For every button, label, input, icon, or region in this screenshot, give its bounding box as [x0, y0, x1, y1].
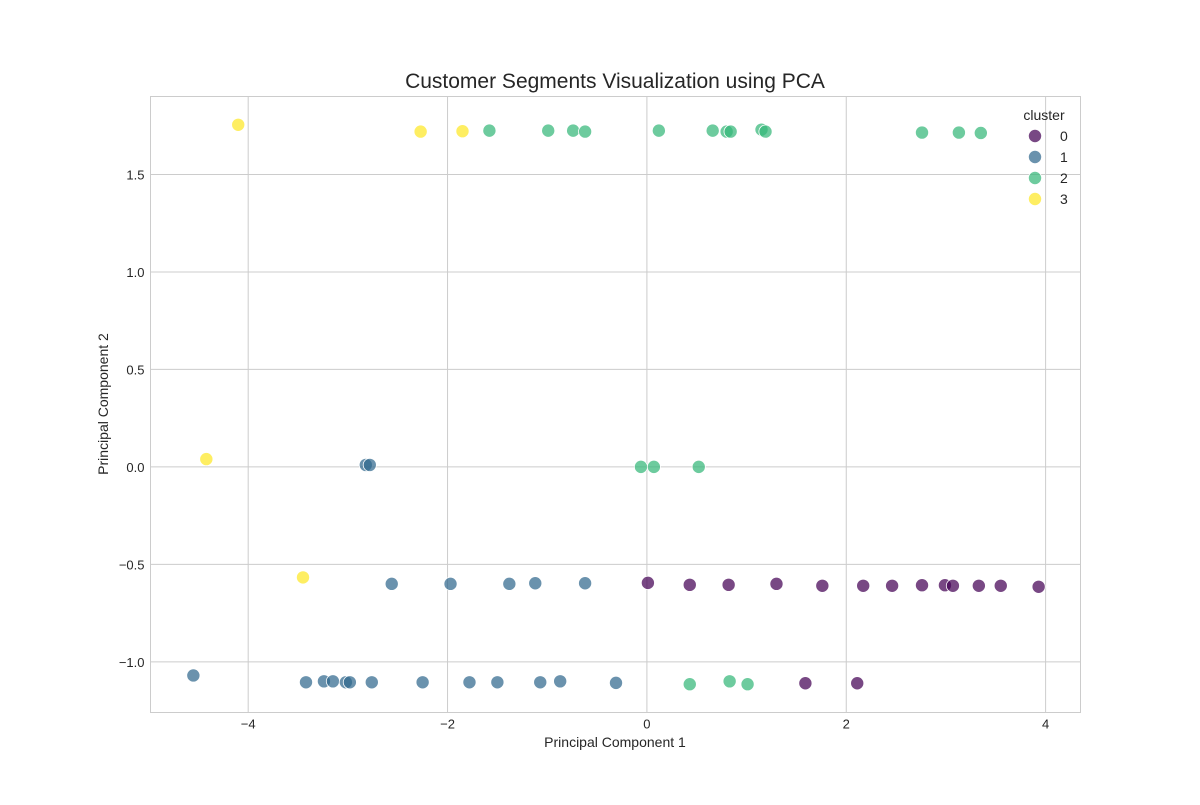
data-point	[364, 675, 379, 690]
data-point	[723, 124, 738, 139]
data-point	[325, 674, 340, 689]
legend-marker	[1028, 149, 1043, 164]
data-point	[705, 123, 720, 138]
data-point	[951, 125, 966, 140]
y-tick-label: 1.5	[126, 167, 144, 182]
data-point	[455, 124, 470, 139]
x-tick-label: −4	[241, 717, 256, 732]
legend-label: 2	[1060, 170, 1068, 186]
legend-marker	[1028, 191, 1043, 206]
data-point	[528, 576, 543, 591]
data-point	[633, 459, 648, 474]
data-point	[490, 675, 505, 690]
x-tick-label: 0	[643, 717, 650, 732]
legend-item-2: 2	[1028, 170, 1068, 186]
legend: cluster 0 1 2 3	[1023, 107, 1068, 207]
y-tick-label: 1.0	[126, 265, 144, 280]
y-tick-label: −0.5	[119, 557, 145, 572]
data-point	[758, 124, 773, 139]
data-point	[362, 457, 377, 472]
data-point	[722, 674, 737, 689]
data-point	[721, 577, 736, 592]
chart-title: Customer Segments Visualization using PC…	[405, 70, 825, 93]
data-point	[740, 677, 755, 692]
data-point	[856, 578, 871, 593]
data-points	[186, 117, 1046, 692]
legend-item-0: 0	[1028, 128, 1068, 144]
data-point	[850, 676, 865, 691]
data-point	[384, 576, 399, 591]
legend-item-1: 1	[1028, 149, 1068, 165]
data-point	[973, 125, 988, 140]
data-point	[578, 576, 593, 591]
data-point	[651, 123, 666, 138]
legend-marker	[1028, 128, 1043, 143]
data-point	[533, 675, 548, 690]
data-point	[640, 575, 655, 590]
data-point	[186, 668, 201, 683]
legend-title: cluster	[1023, 107, 1065, 123]
data-point	[945, 578, 960, 593]
data-point	[415, 675, 430, 690]
data-point	[541, 123, 556, 138]
x-tick-label: 2	[843, 717, 850, 732]
data-point	[413, 124, 428, 139]
data-point	[691, 459, 706, 474]
legend-label: 0	[1060, 128, 1068, 144]
data-point	[1031, 579, 1046, 594]
legend-item-3: 3	[1028, 191, 1068, 207]
y-tick-label: 0.5	[126, 362, 144, 377]
plot-frame	[150, 96, 1081, 713]
data-point	[566, 123, 581, 138]
data-point	[443, 576, 458, 591]
data-point	[915, 125, 930, 140]
data-point	[342, 675, 357, 690]
data-point	[682, 577, 697, 592]
series-cluster-0	[640, 575, 1046, 691]
data-point	[993, 578, 1008, 593]
data-point	[769, 576, 784, 591]
data-point	[971, 578, 986, 593]
x-tick-label: −2	[440, 717, 455, 732]
data-point	[608, 675, 623, 690]
data-point	[502, 576, 517, 591]
data-point	[231, 117, 246, 132]
y-axis-label: Principal Component 2	[95, 333, 111, 475]
y-tick-label: 0.0	[126, 460, 144, 475]
legend-label: 1	[1060, 149, 1068, 165]
data-point	[482, 123, 497, 138]
data-point	[296, 570, 311, 585]
legend-label: 3	[1060, 191, 1068, 207]
y-tick-label: −1.0	[119, 655, 145, 670]
x-axis-label: Principal Component 1	[544, 734, 686, 750]
data-point	[553, 674, 568, 689]
data-point	[815, 578, 830, 593]
data-point	[462, 675, 477, 690]
data-point	[578, 124, 593, 139]
data-point	[915, 578, 930, 593]
data-point	[798, 676, 813, 691]
data-point	[199, 452, 214, 467]
tick-labels: −4 −2 0 2 4 −1.0 −0.5 0.0 0.5 1.0 1.5	[119, 167, 1049, 731]
series-cluster-1	[186, 457, 623, 690]
legend-items: 0 1 2 3	[1028, 128, 1068, 207]
series-cluster-2	[482, 122, 988, 692]
data-point	[885, 578, 900, 593]
data-point	[682, 677, 697, 692]
grid-lines	[150, 96, 1081, 713]
data-point	[298, 675, 313, 690]
data-point	[646, 459, 661, 474]
legend-marker	[1028, 170, 1043, 185]
x-tick-label: 4	[1042, 717, 1049, 732]
series-cluster-3	[199, 117, 470, 585]
